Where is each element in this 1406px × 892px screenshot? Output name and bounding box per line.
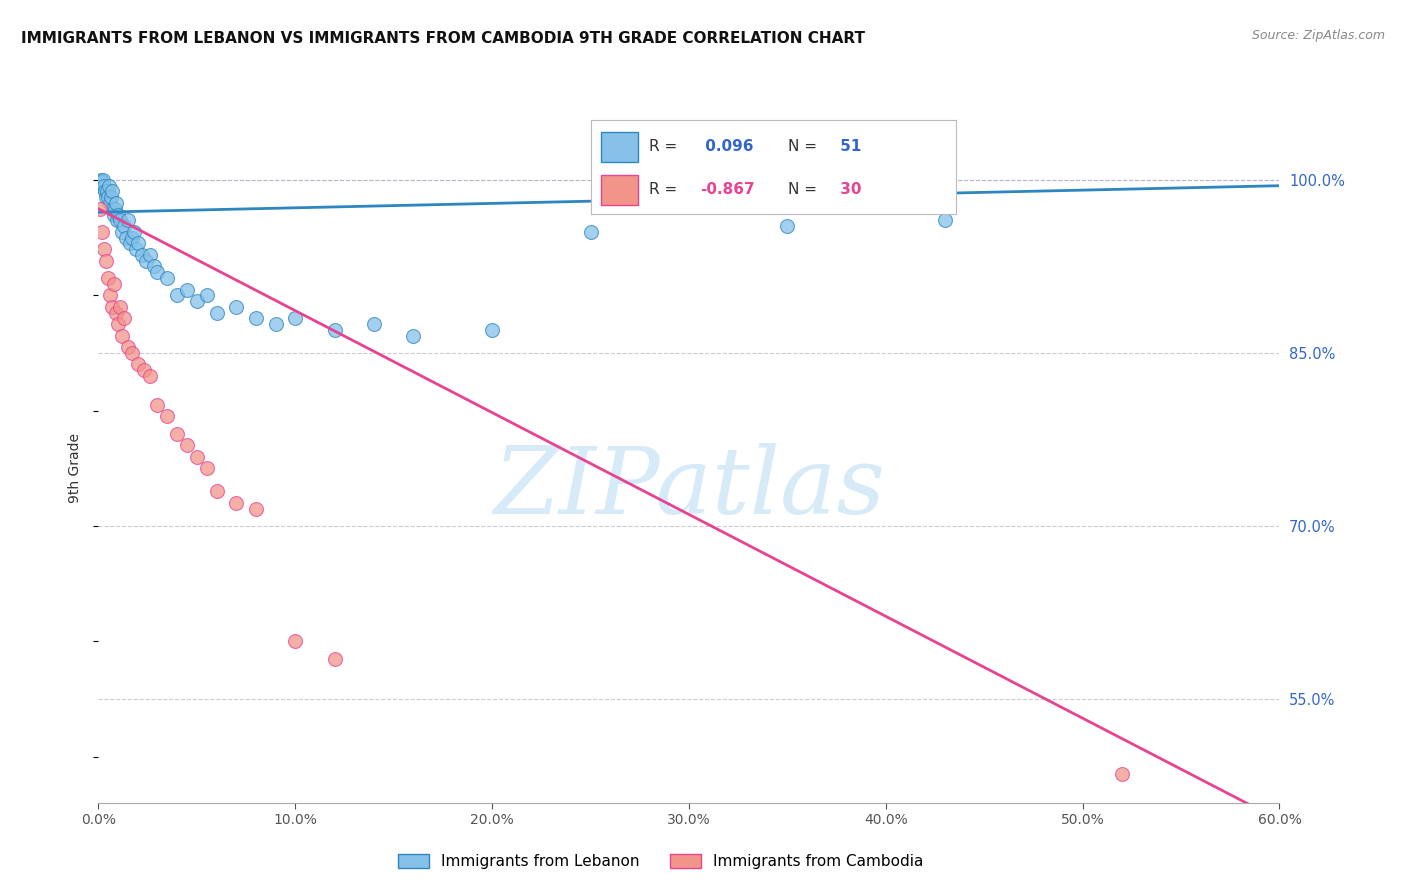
Point <box>118 236 141 251</box>
Point <box>284 634 307 648</box>
Text: 30: 30 <box>835 182 862 197</box>
Text: IMMIGRANTS FROM LEBANON VS IMMIGRANTS FROM CAMBODIA 9TH GRADE CORRELATION CHART: IMMIGRANTS FROM LEBANON VS IMMIGRANTS FR… <box>21 31 865 46</box>
Point <box>323 651 346 665</box>
Point <box>127 236 149 251</box>
Point <box>97 190 120 204</box>
Point <box>245 311 267 326</box>
Text: ZIPatlas: ZIPatlas <box>494 443 884 533</box>
Point <box>176 283 198 297</box>
Point <box>195 288 218 302</box>
Point <box>96 253 118 268</box>
Point <box>89 178 111 193</box>
Point <box>205 484 228 499</box>
Y-axis label: 9th Grade: 9th Grade <box>69 434 83 503</box>
Point <box>111 225 134 239</box>
Point <box>112 311 135 326</box>
Point <box>146 265 169 279</box>
Point <box>104 202 127 216</box>
Text: N =: N = <box>787 182 817 197</box>
Point <box>186 294 208 309</box>
Point <box>284 311 307 326</box>
Text: Source: ZipAtlas.com: Source: ZipAtlas.com <box>1251 29 1385 42</box>
Point <box>97 271 120 285</box>
Point <box>205 305 228 319</box>
Point <box>93 178 115 193</box>
Point <box>225 300 247 314</box>
Point <box>138 369 160 384</box>
Point <box>776 219 799 233</box>
FancyBboxPatch shape <box>602 175 638 205</box>
Point <box>225 496 247 510</box>
Point <box>135 253 157 268</box>
Point <box>105 196 128 211</box>
Point <box>107 208 129 222</box>
Point <box>132 363 155 377</box>
Point <box>94 185 117 199</box>
Point <box>117 213 139 227</box>
Point <box>121 346 143 360</box>
Point <box>93 173 115 187</box>
Text: R =: R = <box>650 139 678 154</box>
Point <box>323 323 346 337</box>
Point <box>91 175 114 189</box>
Point <box>142 260 165 274</box>
Point <box>264 317 287 331</box>
Point <box>363 317 385 331</box>
Point <box>121 230 143 244</box>
Point <box>98 178 121 193</box>
Point <box>100 190 122 204</box>
Point <box>89 202 111 216</box>
Point <box>166 288 188 302</box>
Point <box>579 225 602 239</box>
Point <box>103 277 125 291</box>
Point <box>176 438 198 452</box>
Point <box>101 185 124 199</box>
Point <box>138 248 160 262</box>
Point <box>101 300 124 314</box>
Text: 51: 51 <box>835 139 862 154</box>
Point <box>111 328 134 343</box>
Point <box>934 213 956 227</box>
Legend: Immigrants from Lebanon, Immigrants from Cambodia: Immigrants from Lebanon, Immigrants from… <box>392 847 929 875</box>
Point <box>93 242 115 256</box>
Point <box>96 185 118 199</box>
Point <box>108 213 131 227</box>
Point <box>245 501 267 516</box>
Point <box>1111 767 1133 781</box>
Point <box>105 213 128 227</box>
Point <box>146 398 169 412</box>
Point <box>195 461 218 475</box>
Text: -0.867: -0.867 <box>700 182 755 197</box>
Text: 0.096: 0.096 <box>700 139 754 154</box>
Point <box>96 190 118 204</box>
Point <box>117 340 139 354</box>
Point <box>90 173 112 187</box>
Point <box>166 426 188 441</box>
Point <box>112 219 135 233</box>
Point <box>91 225 114 239</box>
Point <box>107 317 129 331</box>
Point <box>481 323 503 337</box>
FancyBboxPatch shape <box>602 132 638 161</box>
Point <box>103 208 125 222</box>
Text: N =: N = <box>787 139 817 154</box>
Point <box>105 305 128 319</box>
Point <box>108 300 131 314</box>
Point <box>115 230 138 244</box>
Point <box>131 248 153 262</box>
Point <box>402 328 425 343</box>
Point <box>156 271 179 285</box>
Point <box>125 242 148 256</box>
Text: R =: R = <box>650 182 678 197</box>
Point <box>98 196 121 211</box>
Point <box>122 225 145 239</box>
Point <box>98 288 121 302</box>
Point <box>127 358 149 372</box>
Point <box>186 450 208 464</box>
Point <box>103 202 125 216</box>
Point <box>156 409 179 424</box>
